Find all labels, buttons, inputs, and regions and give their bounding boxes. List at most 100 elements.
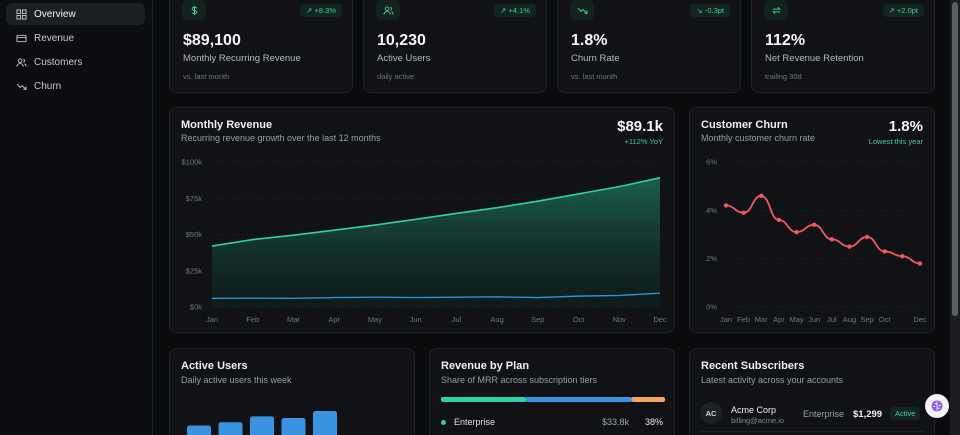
revenue-chart-card: Monthly Revenue Recurring revenue growth… [169, 107, 675, 333]
x-tick-label: Oct [573, 315, 586, 324]
y-tick-label: $0k [190, 303, 202, 312]
revenue-by-plan-card: Revenue by Plan Share of MRR across subs… [429, 348, 675, 435]
kpi-icon-wrap [764, 0, 788, 20]
x-tick-label: Oct [879, 315, 892, 324]
revenue-change: +112% YoY [624, 137, 663, 146]
card-title: Revenue by Plan [441, 360, 530, 372]
nav-label: Churn [34, 80, 62, 92]
kpi-card-mrr: ↗ +8.3% $89,100 Monthly Recurring Revenu… [169, 0, 353, 93]
plan-dot [441, 419, 446, 425]
churn-point [847, 244, 852, 249]
kpi-label: Active Users [377, 53, 431, 64]
kpi-sub: vs. last month [571, 72, 618, 81]
credit-card-icon [16, 34, 27, 42]
brain-icon [931, 400, 943, 412]
subscriber-amount: $1,299 [853, 409, 883, 420]
revenue-area-chart: $0k $25k $50k $75k $100k Jan Feb Mar Apr May Jun J… [182, 158, 667, 325]
x-tick-label: Feb [737, 315, 750, 324]
churn-value: 1.8% [888, 118, 923, 135]
active-users-bar-chart [187, 411, 337, 435]
y-tick-label: 0% [706, 303, 717, 312]
kpi-value: 1.8% [571, 32, 608, 49]
kpi-label: Net Revenue Retention [765, 53, 864, 64]
x-tick-label: Sep [531, 315, 544, 324]
kpi-change-badge: ↘ -0.3pt [690, 4, 730, 17]
kpi-change-badge: ↗ +2.0pt [882, 4, 924, 17]
plan-share-bar [441, 397, 665, 402]
card-title: Active Users [181, 360, 248, 372]
card-subtitle: Latest activity across your accounts [701, 375, 844, 385]
nav-item-overview[interactable]: Overview [6, 3, 145, 25]
revenue-area [212, 177, 660, 307]
x-tick-label: Feb [246, 315, 259, 324]
plan-amount: $33.8k [601, 417, 629, 427]
churn-point [829, 237, 835, 242]
kpi-card-active-users: ↗ +4.1% 10,230 Active Users daily active [363, 0, 547, 93]
nav-label: Revenue [34, 32, 75, 44]
x-tick-label: May [368, 315, 382, 324]
kpi-card-nrr: ↗ +2.0pt 112% Net Revenue Retention trai… [751, 0, 935, 93]
kpi-change-badge: ↗ +4.1% [494, 4, 536, 17]
x-tick-label: May [789, 315, 803, 324]
x-tick-label: Jun [808, 315, 820, 324]
refresh-icon [771, 6, 781, 14]
active-users-bar [250, 416, 274, 435]
plan-share-segment [526, 397, 632, 402]
assistant-button[interactable] [925, 394, 949, 418]
plan-row: Enterprise $33.8k 38% [441, 416, 663, 428]
plan-share-segment [441, 397, 527, 402]
secondary-line [211, 292, 661, 300]
kpi-icon-wrap [182, 0, 206, 20]
nav-item-churn[interactable]: Churn [6, 75, 145, 97]
y-tick-label: $100k [182, 158, 203, 167]
row-divider [700, 431, 924, 432]
main-content: ↗ +8.3% $89,100 Monthly Recurring Revenu… [153, 0, 950, 435]
y-tick-label: $75k [186, 194, 203, 203]
plan-pct: 38% [644, 417, 663, 427]
nav-item-revenue[interactable]: Revenue [6, 27, 145, 49]
x-tick-label: Aug [490, 315, 503, 324]
x-tick-label: Nov [613, 315, 627, 324]
dollar-icon [191, 5, 197, 15]
x-tick-label: Apr [328, 315, 340, 324]
x-tick-label: Mar [755, 315, 768, 324]
nav-item-customers[interactable]: Customers [6, 51, 145, 73]
y-tick-label: 2% [706, 254, 717, 263]
card-subtitle: Share of MRR across subscription tiers [441, 375, 598, 385]
kpi-change-badge: ↗ +8.3% [300, 4, 342, 17]
kpi-value: 10,230 [377, 32, 426, 49]
subscriber-plan: Enterprise [803, 409, 845, 419]
users-icon [382, 5, 394, 15]
churn-point [794, 229, 799, 235]
kpi-value: $89,100 [183, 32, 241, 49]
grid-icon [16, 8, 27, 20]
churn-point [811, 222, 817, 228]
scrollbar-thumb[interactable] [952, 2, 958, 316]
card-subtitle: Recurring revenue growth over the last 1… [181, 133, 381, 143]
scrollbar[interactable] [950, 0, 960, 435]
churn-point [776, 217, 782, 223]
churn-point [864, 234, 870, 240]
trending-down-icon [16, 83, 27, 90]
sidebar: Overview Revenue Customers Churn [0, 0, 153, 435]
x-tick-label: Sep [860, 315, 873, 324]
y-tick-label: 4% [706, 206, 717, 215]
x-tick-label: Jan [206, 315, 218, 324]
nav-label: Overview [34, 8, 76, 20]
revenue-line [211, 177, 661, 247]
card-title: Recent Subscribers [701, 360, 805, 372]
y-tick-label: 6% [706, 158, 717, 167]
active-users-bar [281, 418, 306, 435]
churn-point [759, 193, 764, 199]
subscriber-name: Acme Corp [731, 405, 777, 415]
kpi-value: 112% [765, 32, 806, 49]
churn-point [882, 249, 887, 254]
churn-point [900, 254, 905, 259]
y-tick-label: $25k [186, 266, 203, 275]
churn-line-chart: 0% 2% 4% 6% Jan Feb Mar Apr May Jun Jul Aug Sep Oct D… [706, 158, 927, 325]
active-users-card: Active Users Daily active users this wee… [169, 348, 415, 435]
x-tick-label: Jan [720, 315, 732, 324]
plan-name: Enterprise [454, 417, 496, 427]
card-subtitle: Daily active users this week [181, 375, 292, 385]
recent-subscribers-card: Recent Subscribers Latest activity acros… [689, 348, 935, 435]
